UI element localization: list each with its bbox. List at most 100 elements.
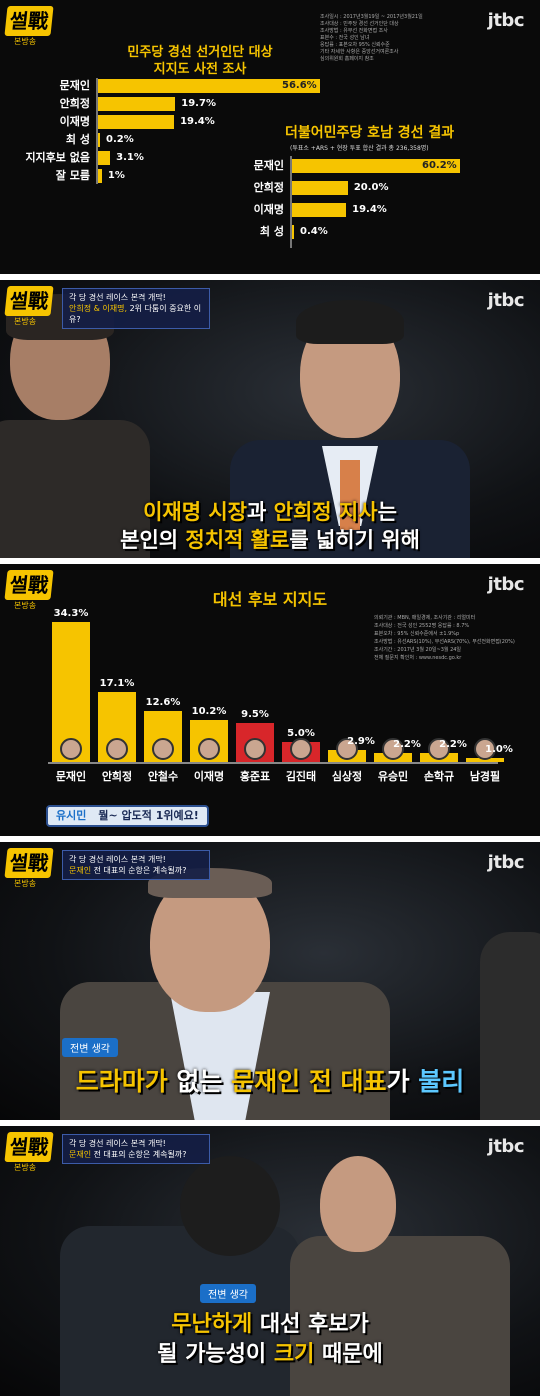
note-line: 조사방법 : 유선ARS(10%), 무선ARS(70%), 무선전화면접(20…: [374, 639, 515, 645]
divider: [0, 274, 540, 280]
caption-line1: 무난하게 대선 후보가: [171, 1312, 369, 1337]
candidate-name: 이재명: [193, 770, 225, 783]
show-logo-sub: 본방송: [14, 601, 37, 610]
candidate-photo: [152, 738, 174, 760]
guest-right-suit: [290, 1236, 510, 1396]
chart1-axis: [96, 78, 98, 184]
show-logo-sub: 본방송: [14, 879, 37, 888]
host-hair: [296, 300, 404, 344]
bar: [98, 151, 111, 165]
host-tie: [340, 460, 360, 530]
note-line: 기타 자세한 사항은 중앙선거여론조사: [320, 49, 399, 55]
topic-tag: 각 당 경선 레이스 본격 개막! 안희정 & 이재명, 2위 다툼이 중요한 …: [62, 288, 210, 329]
speaker-tag: 전변 생각: [62, 1038, 118, 1057]
channel-logo: jtbc: [487, 290, 525, 311]
guest-back-head: [180, 1156, 280, 1256]
chart2-axis: [290, 156, 292, 248]
chart1-title-line1: 민주당 경선 선거인단 대상: [127, 45, 273, 60]
topic-tag-line2: 문재인 전 대표의 순항은 계속될까?: [69, 1150, 187, 1159]
note-line: 응답률 : 표본오차 95% 신뢰수준: [320, 42, 390, 48]
topic-tag-line1: 각 당 경선 레이스 본격 개막!: [69, 1139, 166, 1148]
bar: [292, 203, 347, 217]
divider: [0, 558, 540, 564]
show-logo-sub: 본방송: [14, 37, 37, 46]
bubble-speaker: 유시민: [56, 809, 87, 822]
show-logo-sub: 본방송: [14, 317, 37, 326]
panel-table-shot: 썰戰 본방송 jtbc 각 당 경선 레이스 본격 개막! 문재인 전 대표의 …: [0, 1126, 540, 1396]
candidate-name: 유승민: [377, 770, 409, 783]
bar: [292, 225, 294, 239]
topic-tag-line2: 문재인 전 대표의 순항은 계속될까?: [69, 866, 187, 875]
row-label: 안희정: [59, 97, 90, 110]
value-label: 12.6%: [145, 696, 181, 708]
caption-line2: 본인의 정치적 활로를 넓히기 위해: [120, 528, 420, 552]
chart3-baseline: [48, 762, 498, 764]
note-line: 의뢰기관 : MBN, 매일경제, 조사기관 : 리얼미터: [374, 615, 476, 621]
note-line: 전체 질문지 확인처 : www.nesdc.go.kr: [374, 655, 462, 661]
row-label: 잘 모름: [55, 169, 90, 182]
candidate-photo: [244, 738, 266, 760]
row-label: 안희정: [253, 181, 284, 194]
value-label: 56.6%: [282, 80, 317, 91]
chart1-title-line2: 지지도 사전 조사: [153, 62, 247, 77]
candidate-photo: [198, 738, 220, 760]
value-label: 5.0%: [287, 727, 315, 739]
note-line: 조사대상 : 전국 성인 2552명 응답률 : 8.7%: [374, 623, 470, 629]
candidate-name: 김진태: [285, 770, 317, 783]
row-label: 문재인: [253, 159, 284, 172]
guest-left-back: [0, 420, 150, 558]
candidate-photo: [336, 738, 358, 760]
value-label: 19.4%: [180, 116, 215, 127]
topic-tag-line1: 각 당 경선 레이스 본격 개막!: [69, 293, 166, 302]
chart1-notes: 조사일시 : 2017년3월19일 ~ 2017년3월21일 조사대상 : 민주당…: [320, 14, 520, 63]
candidate-name: 안희정: [101, 770, 133, 783]
row-label: 최 성: [259, 225, 284, 238]
value-label: 3.1%: [116, 152, 144, 163]
show-logo: 썰戰: [4, 6, 54, 36]
note-line: 표본오차 : 95% 신뢰수준에서 ±1.9%p: [374, 631, 460, 637]
candidate-photo: [106, 738, 128, 760]
chart2-title: 더불어민주당 호남 경선 결과: [285, 125, 455, 141]
row-label: 지지후보 없음: [25, 151, 90, 164]
value-label: 20.0%: [353, 182, 389, 193]
panel-candidate-support: 썰戰 본방송 jtbc 대선 후보 지지도 의뢰기관 : MBN, 매일경제, …: [0, 564, 540, 836]
value-label: 1.0%: [485, 743, 513, 755]
value-label: 2.2%: [393, 739, 421, 751]
value-label: 17.1%: [99, 678, 135, 690]
candidate-name: 홍준표: [239, 770, 271, 783]
candidate-name: 문재인: [55, 770, 87, 783]
candidate-photo: [428, 738, 450, 760]
note-line: 조사대상 : 민주당 경선 선거인단 대상: [320, 21, 399, 27]
show-logo-sub: 본방송: [14, 1163, 37, 1172]
note-line: 조사기간 : 2017년 3월 20일~3월 24일: [374, 647, 462, 653]
divider: [0, 1120, 540, 1126]
channel-logo: jtbc: [487, 1136, 525, 1157]
right-guest: [480, 932, 540, 1120]
bar: [98, 79, 320, 93]
note-line: 표본수 : 전국 성인 남녀: [320, 35, 370, 41]
bar: [98, 97, 176, 111]
channel-logo: jtbc: [487, 574, 525, 595]
value-label: 1%: [107, 170, 125, 181]
speech-bubble: 유시민 뭘~ 압도적 1위예요!: [46, 805, 209, 827]
candidate-photo: [60, 738, 82, 760]
channel-logo: jtbc: [487, 852, 525, 873]
value-label: 2.2%: [439, 739, 467, 751]
chart3: 34.3% 문재인 17.1% 안희정 12.6% 안철수 10.2% 이재명 9.5% 홍준표 5…: [0, 564, 540, 836]
show-logo: 썰戰: [4, 848, 54, 878]
value-label: 19.7%: [181, 98, 216, 109]
show-logo: 썰戰: [4, 1132, 54, 1162]
note-line: 심의위원회 홈페이지 참조: [320, 56, 374, 62]
bar: [98, 115, 175, 129]
note-line: 조사일시 : 2017년3월19일 ~ 2017년3월21일: [320, 14, 423, 20]
guest-right-head: [320, 1156, 396, 1252]
value-label: 0.2%: [106, 134, 134, 145]
topic-tag-line2: 안희정 & 이재명, 2위 다툼이 중요한 이유?: [69, 304, 202, 324]
caption-line1: 이재명 시장과 안희정 지사는: [143, 500, 397, 524]
value-label: 0.4%: [300, 226, 328, 237]
channel-logo: jtbc: [487, 10, 525, 31]
panel-primary-poll: 썰戰 본방송 jtbc 민주당 경선 선거인단 대상 지지도 사전 조사 조사일…: [0, 0, 540, 274]
value-label: 34.3%: [53, 608, 89, 619]
chart3-title: 대선 후보 지지도: [212, 590, 328, 609]
caption: 드라마가 없는 문재인 전 대표가 불리: [75, 1067, 465, 1096]
